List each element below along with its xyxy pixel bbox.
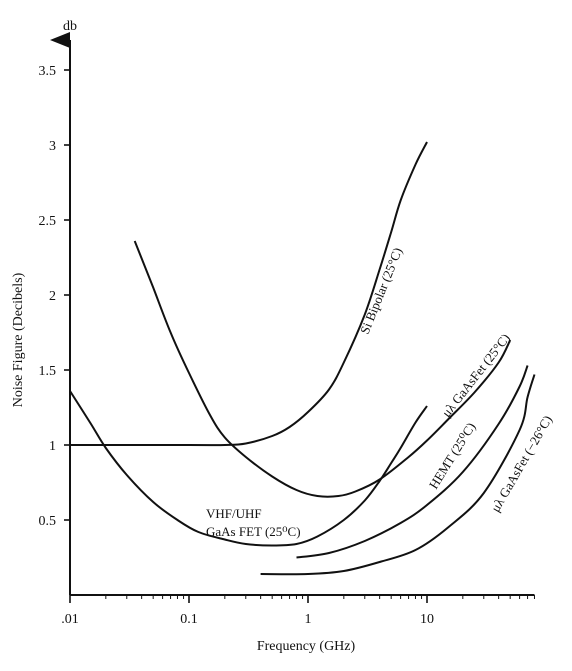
x-tick-label: 10 [420,612,434,627]
x-tick-label: 1 [305,612,312,627]
series-line-hemt-25-c [296,365,529,559]
y-tick-label: 2 [49,289,56,304]
y-tick-label: 1.5 [39,364,57,379]
x-tick-label: 0.1 [180,612,198,627]
y-tick-label: 2.5 [39,214,57,229]
series-line-gaasfet-25-c [133,240,512,498]
series-line-vhf-uhf-gaas-fet-25-c [69,390,428,547]
label-si-bipolar: Si Bipolar (25°C) [357,245,405,336]
curves [69,141,536,576]
label-vhf-uhf-line1: VHF/UHF [206,506,262,521]
y-tick-label: 0.5 [39,514,57,529]
label-ua-gaasfet-25: μλ GaAsFet (25°C) [439,331,513,420]
axes [50,32,535,603]
y-unit-label: db [63,19,77,34]
y-tick-label: 3.5 [39,64,57,79]
y-tick-label: 1 [49,439,56,454]
series-line-si-bipolar-25-c [70,141,428,447]
x-tick-label: .01 [61,612,79,627]
series-line-gaasfet-26-c [260,374,536,576]
tick-labels: 0.5 1 1.5 2 2.5 3 3.5 .01 0.1 1 10 [39,64,435,627]
y-axis-title: Noise Figure (Decibels) [11,272,26,407]
label-hemt: HEMT (25⁰C) [426,420,479,492]
label-vhf-uhf-line2: GaAs FET (25⁰C) [206,524,301,539]
x-axis-title: Frequency (GHz) [257,639,356,654]
y-tick-label: 3 [49,139,56,154]
